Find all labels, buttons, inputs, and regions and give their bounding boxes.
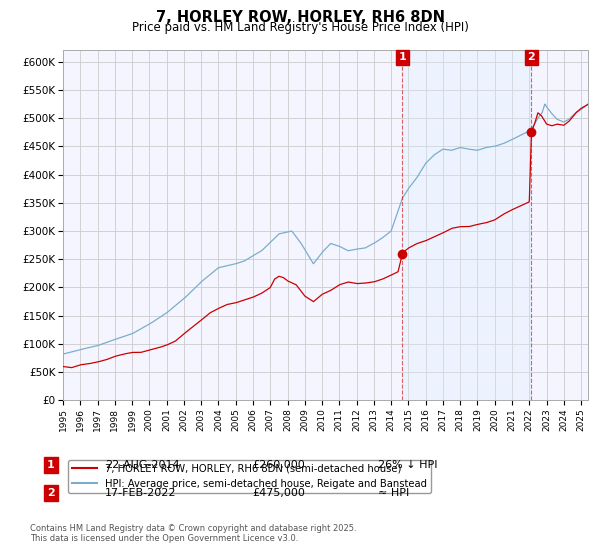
Text: 7, HORLEY ROW, HORLEY, RH6 8DN: 7, HORLEY ROW, HORLEY, RH6 8DN [155,10,445,25]
Bar [403,50,532,400]
Text: 1: 1 [398,53,406,62]
Text: Contains HM Land Registry data © Crown copyright and database right 2025.
This d: Contains HM Land Registry data © Crown c… [30,524,356,543]
Text: ≈ HPI: ≈ HPI [378,488,409,498]
Text: 1: 1 [47,460,55,470]
Text: £475,000: £475,000 [252,488,305,498]
Text: 2: 2 [47,488,55,498]
Text: £260,000: £260,000 [252,460,305,470]
Text: 22-AUG-2014: 22-AUG-2014 [105,460,179,470]
Text: 26% ↓ HPI: 26% ↓ HPI [378,460,437,470]
Text: Price paid vs. HM Land Registry's House Price Index (HPI): Price paid vs. HM Land Registry's House … [131,21,469,34]
Text: 17-FEB-2022: 17-FEB-2022 [105,488,176,498]
Text: 2: 2 [527,53,535,62]
Legend: 7, HORLEY ROW, HORLEY, RH6 8DN (semi-detached house), HPI: Average price, semi-d: 7, HORLEY ROW, HORLEY, RH6 8DN (semi-det… [68,460,431,493]
